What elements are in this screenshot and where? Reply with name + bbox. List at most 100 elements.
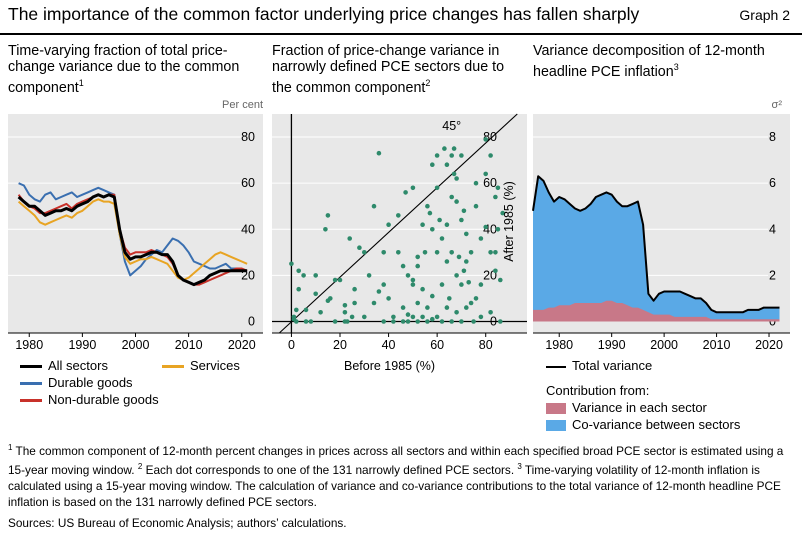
x-tick-label: 2010 — [703, 338, 731, 352]
scatter-point — [437, 217, 442, 223]
scatter-point — [345, 319, 350, 324]
scatter-point — [459, 217, 464, 223]
scatter-point — [495, 185, 501, 191]
sources: Sources: US Bureau of Economic Analysis;… — [8, 516, 347, 530]
scatter-point — [444, 222, 450, 227]
x-tick-label: 2000 — [122, 338, 150, 352]
scatter-point — [444, 162, 450, 167]
scatter-point — [454, 176, 459, 181]
x-tick-label: 1990 — [68, 338, 96, 352]
legend-variance-each: Variance in each sector — [546, 400, 707, 415]
scatter-point — [396, 250, 401, 255]
scatter-point — [303, 307, 309, 313]
scatter-point — [434, 185, 440, 191]
scatter-point — [303, 319, 309, 324]
series-line — [17, 198, 248, 281]
scatter-point — [347, 236, 353, 241]
scatter-point — [376, 150, 382, 156]
unit-label: σ² — [772, 99, 783, 111]
scatter-point — [332, 319, 338, 324]
legend-swatch — [20, 382, 42, 386]
y-tick-label: 4 — [769, 222, 776, 236]
scatter-point — [471, 319, 476, 324]
series-line — [18, 182, 248, 277]
scatter-point — [362, 250, 367, 255]
scatter-point — [449, 153, 455, 158]
x-tick-label: 0 — [288, 338, 295, 352]
y-tick-label: 6 — [769, 176, 776, 190]
legend-swatch — [20, 399, 42, 403]
scatter-point — [405, 312, 411, 317]
scatter-point — [318, 310, 323, 315]
scatter-point — [400, 305, 406, 310]
legend-swatch — [20, 365, 42, 369]
scatter-point — [376, 289, 382, 294]
scatter-point — [420, 286, 425, 292]
scatter-point — [296, 286, 302, 292]
x-tick-label: 20 — [333, 338, 347, 352]
scatter-point — [386, 296, 391, 301]
legend-total-variance: Total variance — [546, 358, 652, 373]
x-tick-label: 80 — [479, 338, 493, 352]
x-tick-label: 2000 — [650, 338, 678, 352]
scatter-point — [301, 273, 306, 278]
scatter-point — [444, 305, 450, 310]
scatter-point — [308, 319, 314, 324]
scatter-point — [396, 213, 401, 218]
scatter-point — [386, 222, 391, 227]
title-rule — [0, 33, 802, 35]
scatter-point — [294, 319, 299, 324]
scatter-point — [461, 268, 467, 274]
reference-line-45 — [278, 113, 518, 334]
scatter-point — [366, 273, 372, 278]
scatter-point — [451, 171, 457, 177]
scatter-point — [439, 319, 445, 324]
scatter-point — [447, 296, 452, 301]
x-tick-label: 2010 — [175, 338, 203, 352]
scatter-point — [371, 300, 377, 306]
graph-label: Graph 2 — [739, 7, 790, 23]
scatter-point — [493, 268, 498, 274]
scatter-point — [391, 314, 396, 320]
scatter-point — [478, 236, 484, 241]
y-tick-label: 60 — [241, 176, 255, 190]
scatter-point — [415, 319, 421, 324]
scatter-point — [449, 250, 455, 255]
y-tick-label: 80 — [483, 130, 497, 144]
scatter-point — [495, 227, 501, 232]
scatter-point — [427, 210, 433, 216]
scatter-point — [400, 263, 406, 269]
x-tick-label: 1980 — [15, 338, 43, 352]
y-tick-label: 2 — [769, 268, 776, 282]
x-tick-label: 40 — [382, 338, 396, 352]
scatter-point — [415, 254, 421, 260]
x-tick-label: 2020 — [755, 338, 783, 352]
scatter-point — [454, 310, 459, 315]
scatter-point — [420, 222, 425, 227]
scatter-point — [454, 199, 459, 204]
scatter-point — [442, 146, 447, 151]
scatter-point — [328, 296, 333, 301]
scatter-point — [456, 254, 462, 260]
scatter-point — [478, 282, 484, 287]
legend-covariance: Co-variance between sectors — [546, 417, 740, 432]
scatter-point — [459, 282, 464, 287]
y-tick-label: 8 — [769, 130, 776, 144]
scatter-point — [410, 277, 416, 283]
scatter-point — [430, 293, 435, 299]
scatter-point — [461, 208, 467, 214]
legend-nondurable: Non-durable goods — [20, 392, 159, 407]
reference-line-label: 45° — [442, 119, 461, 133]
scatter-point — [483, 224, 489, 230]
scatter-point — [430, 162, 435, 167]
scatter-point — [459, 153, 464, 158]
x-tick-label: 2020 — [228, 338, 256, 352]
scatter-point — [313, 291, 319, 297]
scatter-point — [459, 319, 464, 324]
scatter-point — [405, 273, 411, 278]
scatter-point — [493, 194, 498, 200]
scatter-point — [434, 153, 440, 158]
scatter-point — [439, 236, 445, 241]
scatter-point — [313, 273, 319, 278]
